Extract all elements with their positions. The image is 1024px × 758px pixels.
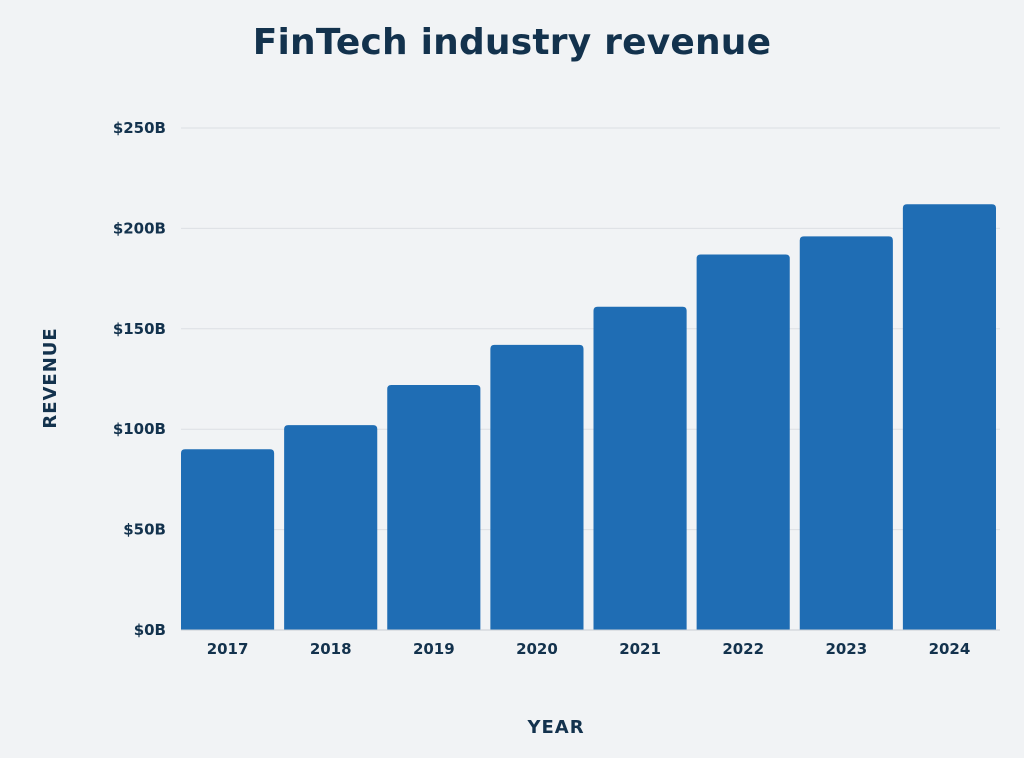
x-tick-label: 2021 — [619, 640, 661, 658]
y-tick-label: $100B — [113, 420, 166, 438]
bar-2024 — [902, 204, 996, 630]
y-axis-title: REVENUE — [40, 327, 61, 428]
x-tick-label: 2024 — [929, 640, 971, 658]
bar-2017 — [181, 449, 275, 630]
y-tick-label: $150B — [113, 320, 166, 338]
y-tick-label: $50B — [123, 521, 166, 539]
y-tick-label: $250B — [113, 119, 166, 137]
bar-2018 — [284, 425, 378, 630]
bar-2022 — [696, 254, 790, 630]
x-tick-label: 2017 — [207, 640, 249, 658]
bar-2023 — [799, 236, 893, 630]
x-tick-label: 2023 — [825, 640, 867, 658]
x-tick-label: 2020 — [516, 640, 558, 658]
x-tick-label: 2022 — [722, 640, 764, 658]
y-tick-label: $200B — [113, 219, 166, 237]
bar-2021 — [593, 306, 687, 630]
x-tick-label: 2018 — [310, 640, 352, 658]
x-axis-title: YEAR — [526, 717, 584, 738]
bar-2019 — [387, 385, 481, 630]
bar-2020 — [490, 344, 584, 630]
x-tick-label: 2019 — [413, 640, 455, 658]
chart-title: FinTech industry revenue — [252, 22, 772, 63]
y-tick-label: $0B — [134, 621, 166, 639]
